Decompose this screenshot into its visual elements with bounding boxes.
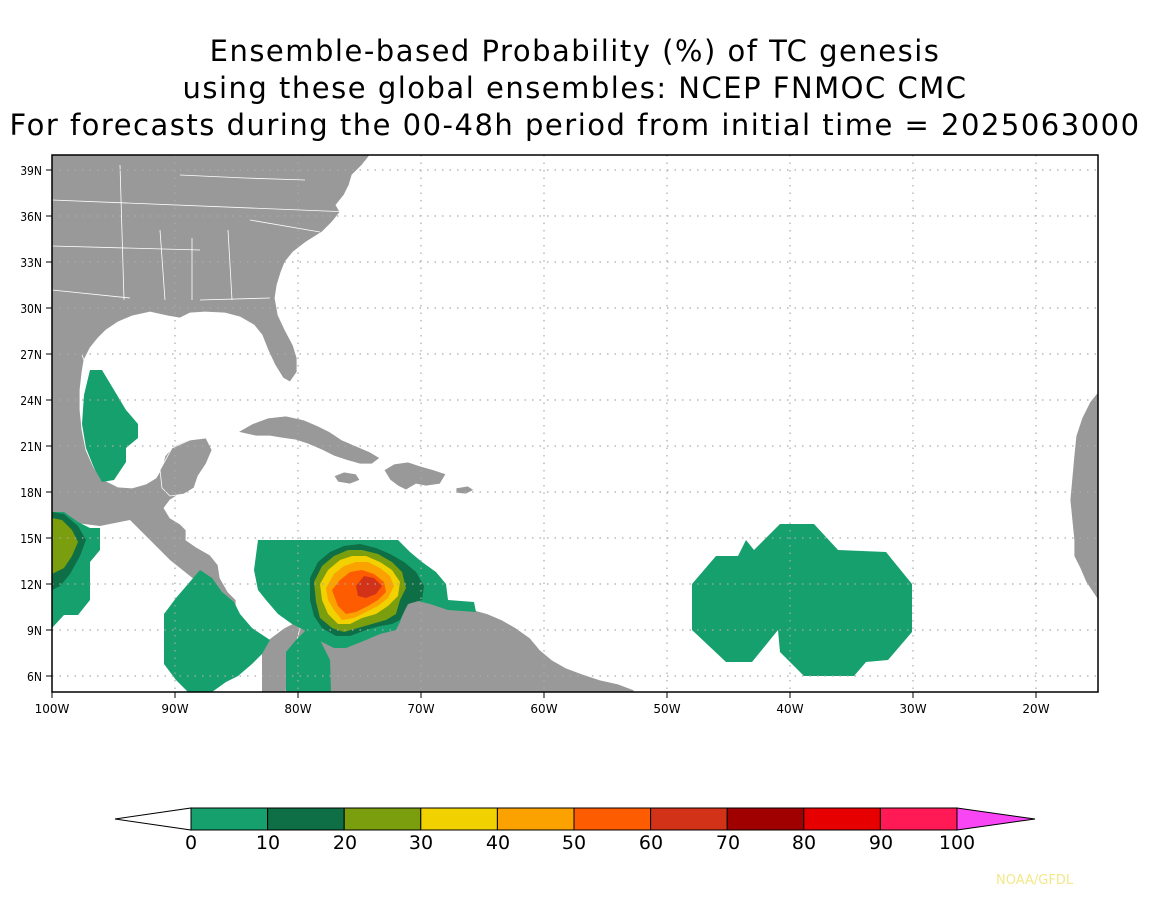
- colorbar-legend: 0 10 20 30 40 50 60 70 80 90 100: [114, 807, 1036, 854]
- lat-label: 12N: [20, 578, 42, 592]
- lon-label: 60W: [530, 702, 557, 716]
- land-hispaniola: [383, 461, 447, 491]
- longitude-labels: 100W 90W 80W 70W 60W 50W 40W 30W 20W: [35, 702, 1050, 716]
- contour-0-10-gulf: [82, 370, 138, 482]
- lat-label: 30N: [20, 302, 42, 316]
- lat-label: 9N: [27, 624, 42, 638]
- lon-label: 30W: [899, 702, 926, 716]
- colorbar-segment: [803, 807, 881, 831]
- lat-label: 27N: [20, 348, 42, 362]
- probability-contours: [52, 370, 912, 692]
- colorbar-label: 60: [639, 832, 663, 854]
- colorbar-segment: [573, 807, 652, 831]
- colorbar-label: 100: [939, 832, 975, 854]
- lat-label: 33N: [20, 256, 42, 270]
- title-line-1: Ensemble-based Probability (%) of TC gen…: [209, 34, 941, 68]
- colorbar-segment: [496, 807, 575, 831]
- lat-label: 18N: [20, 486, 42, 500]
- land-yucatan: [159, 437, 213, 497]
- lon-label: 90W: [161, 702, 188, 716]
- contour-0-10-panama: [286, 630, 331, 692]
- lat-label: 24N: [20, 394, 42, 408]
- latitude-labels: 39N 36N 33N 30N 27N 24N 21N 18N 15N 12N …: [20, 164, 42, 684]
- lon-label: 80W: [284, 702, 311, 716]
- tick-marks: [46, 169, 1037, 698]
- colorbar-segment: [420, 807, 498, 831]
- map-frame: [51, 154, 1099, 693]
- colorbar-label: 50: [562, 832, 586, 854]
- colorbar-segment: [726, 807, 805, 831]
- lon-label: 40W: [776, 702, 803, 716]
- colorbar-segment: [267, 807, 345, 831]
- colorbar-label: 20: [333, 832, 357, 854]
- title-line-3: For forecasts during the 00-48h period f…: [9, 108, 1141, 142]
- credit-text: NOAA/GFDL: [996, 873, 1074, 888]
- colorbar-right-arrow: [956, 807, 1036, 831]
- colorbar-segment: [879, 807, 958, 831]
- lon-label: 50W: [653, 702, 680, 716]
- colorbar-segment: [343, 807, 422, 831]
- colorbar-segment: [190, 807, 269, 831]
- colorbar-label: 30: [409, 832, 433, 854]
- lon-label: 70W: [407, 702, 434, 716]
- contour-0-10-pacific-c: [164, 570, 270, 692]
- colorbar-label: 90: [869, 832, 893, 854]
- colorbar-label: 0: [185, 832, 197, 854]
- contour-0-10-atlantic: [692, 524, 912, 676]
- colorbar-label: 40: [486, 832, 510, 854]
- state-borders: [52, 164, 351, 481]
- colorbar-label: 10: [256, 832, 280, 854]
- land-africa: [1069, 391, 1098, 601]
- colorbar-label: 70: [716, 832, 740, 854]
- lat-label: 6N: [27, 670, 42, 684]
- lat-label: 36N: [20, 210, 42, 224]
- lat-label: 15N: [20, 532, 42, 546]
- contour-20-30-pacific-w: [52, 518, 78, 574]
- lat-label: 39N: [20, 164, 42, 178]
- land-puerto-rico: [455, 485, 475, 495]
- lat-label: 21N: [20, 440, 42, 454]
- land-cuba: [236, 415, 381, 465]
- colorbar-label: 80: [792, 832, 816, 854]
- map-area: [52, 155, 1098, 692]
- lon-label: 20W: [1022, 702, 1049, 716]
- contour-60-70-caribbean: [356, 576, 382, 598]
- title-line-2: using these global ensembles: NCEP FNMOC…: [182, 71, 968, 105]
- land-jamaica: [333, 471, 361, 485]
- colorbar-left-arrow: [114, 807, 192, 831]
- colorbar-segment: [650, 807, 728, 831]
- lon-label: 100W: [35, 702, 70, 716]
